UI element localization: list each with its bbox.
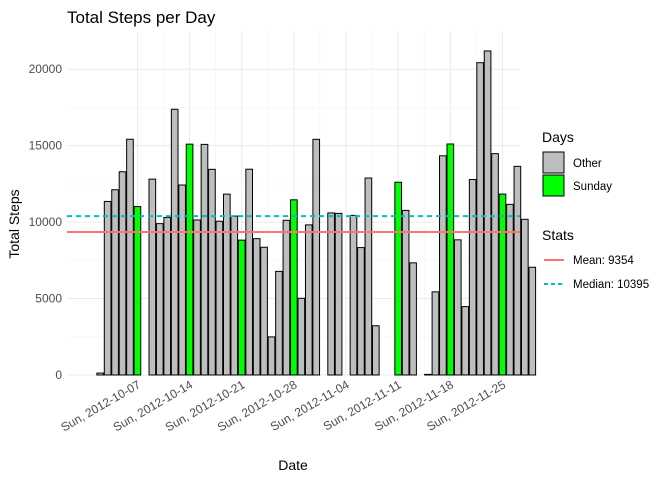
bar-2012-10-02 <box>96 372 104 376</box>
bar-2012-10-10 <box>155 223 164 376</box>
bar-2012-10-29 <box>297 297 306 376</box>
legend-label-median: Median: 10395 <box>573 279 649 291</box>
bar-2012-11-03 <box>334 212 343 376</box>
bar-2012-10-26 <box>275 270 283 376</box>
bar-2012-11-12 <box>401 209 410 376</box>
bar-2012-11-27 <box>513 165 522 376</box>
bar-2012-10-13 <box>178 184 186 376</box>
bar-2012-10-25 <box>267 336 276 376</box>
bar-2012-10-23 <box>252 238 261 376</box>
y-tick-label: 10000 <box>29 215 63 229</box>
bar-2012-11-18 <box>446 143 455 376</box>
bar-2012-10-04 <box>111 189 119 376</box>
bar-2012-11-06 <box>357 247 365 376</box>
bar-2012-10-17 <box>208 168 216 376</box>
chart-title: Total Steps per Day <box>67 8 216 27</box>
bar-2012-10-16 <box>200 143 209 376</box>
bar-2012-11-15 <box>424 373 432 376</box>
bar-2012-10-06 <box>126 138 134 376</box>
bar-2012-10-15 <box>193 219 201 376</box>
reference-lines <box>67 215 520 233</box>
bar-2012-10-03 <box>103 200 112 376</box>
bar-2012-10-27 <box>282 219 291 376</box>
bar-2012-11-08 <box>372 325 380 376</box>
y-tick-labels: 0 5000 10000 15000 20000 <box>29 62 63 382</box>
bar-2012-11-24 <box>491 153 499 376</box>
bar-2012-10-20 <box>230 215 239 376</box>
y-tick-label: 15000 <box>29 139 63 153</box>
bar-2012-11-29 <box>528 266 537 376</box>
bar-2012-11-02 <box>327 212 335 376</box>
bar-2012-10-24 <box>260 246 268 376</box>
x-axis-title: Date <box>278 457 308 473</box>
legend-days: Days Other Sunday <box>542 129 612 197</box>
bar-2012-10-14 <box>185 143 194 376</box>
bar-2012-10-18 <box>215 220 224 376</box>
bar-2012-10-09 <box>148 178 157 376</box>
bar-2012-10-22 <box>245 168 254 376</box>
bar-2012-11-26 <box>506 203 514 376</box>
bar-2012-11-07 <box>364 177 373 376</box>
bar-2012-10-12 <box>170 108 179 376</box>
bars <box>96 50 537 376</box>
bar-2012-10-11 <box>163 216 172 376</box>
y-tick-label: 5000 <box>35 292 62 306</box>
bar-2012-11-13 <box>409 262 417 376</box>
bar-2012-11-21 <box>468 179 477 376</box>
y-axis-title: Total Steps <box>6 189 22 258</box>
bar-2012-10-05 <box>118 171 127 376</box>
bar-2012-11-22 <box>476 62 484 376</box>
bar-2012-11-28 <box>521 218 529 376</box>
legend-label-mean: Mean: 9354 <box>573 255 634 267</box>
bar-2012-10-30 <box>304 224 313 376</box>
bar-2012-10-28 <box>290 199 298 376</box>
bar-2012-10-07 <box>133 206 142 376</box>
legend-key-other <box>542 151 565 174</box>
bar-2012-11-25 <box>498 193 507 376</box>
bar-2012-11-16 <box>431 291 440 376</box>
y-tick-label: 20000 <box>29 62 63 76</box>
bar-2012-11-11 <box>394 181 403 376</box>
bar-2012-10-19 <box>223 193 231 376</box>
bar-2012-11-23 <box>483 50 492 376</box>
legend-stats-title: Stats <box>542 227 574 243</box>
legend-label-other: Other <box>573 158 602 170</box>
legend-key-sunday <box>542 174 565 197</box>
bar-2012-10-21 <box>237 239 246 376</box>
bar-2012-10-31 <box>312 138 321 376</box>
legend-stats: Stats Mean: 9354 Median: 10395 <box>542 227 649 291</box>
bar-2012-11-20 <box>461 306 470 376</box>
bar-2012-11-19 <box>453 239 462 376</box>
legend-label-sunday: Sunday <box>573 181 612 193</box>
bar-2012-11-17 <box>439 155 447 376</box>
bar-2012-11-05 <box>349 214 358 376</box>
legend-days-title: Days <box>542 129 574 145</box>
y-tick-label: 0 <box>55 368 62 382</box>
